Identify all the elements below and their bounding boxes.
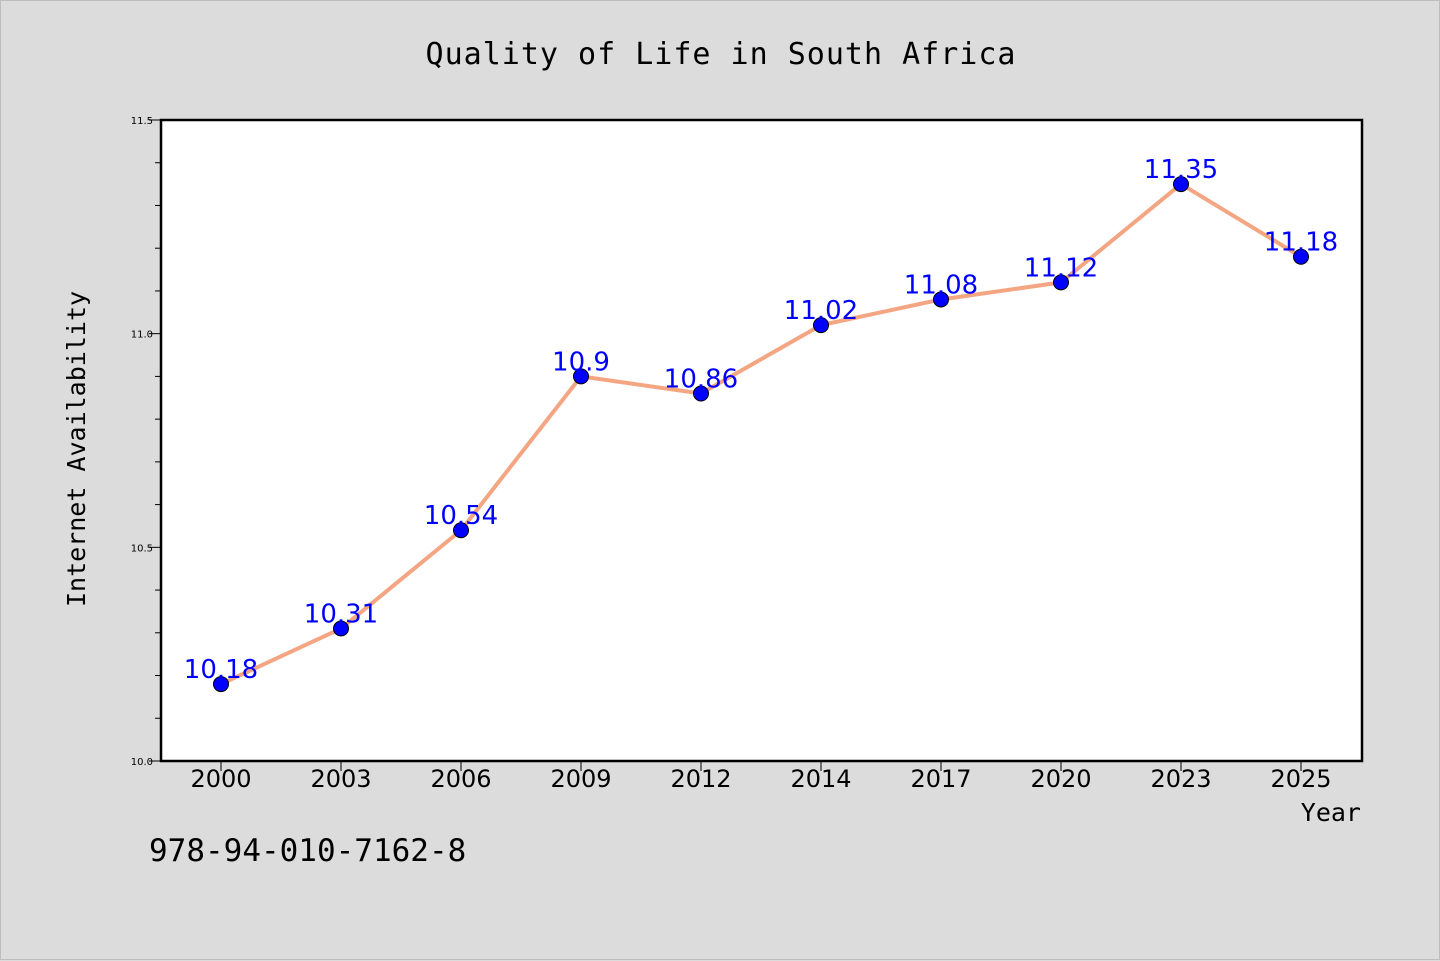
plot-area: [159, 118, 1364, 763]
data-point: [933, 291, 949, 308]
x-tick-label: 2014: [790, 765, 851, 793]
data-label: 11.08: [904, 270, 978, 300]
y-axis-label: Internet Availability: [62, 291, 91, 607]
x-axis: 2000 2003 2006 2009 2012 2014 2017 2020 2023 2025: [190, 761, 1332, 793]
data-label-layer: 10.18 10.31 10.54 10.9 10.86 11.02 11.08 11.12 1…: [184, 155, 1338, 685]
series-line: [219, 182, 1303, 687]
x-tick-label: 2006: [430, 765, 491, 793]
y-tick-label: 10.0: [131, 757, 153, 768]
data-label: 10.54: [424, 501, 498, 531]
data-point: [1053, 274, 1069, 291]
footer-code: 978-94-010-7162-8: [149, 833, 467, 869]
x-tick-label: 2020: [1030, 765, 1091, 793]
data-point: [1173, 176, 1189, 193]
x-tick-label: 2000: [190, 765, 251, 793]
data-label: 10.9: [552, 347, 610, 377]
data-point: [693, 385, 709, 402]
data-point: [333, 620, 349, 637]
y-axis: 10.0 10.5 11.0 11.5: [131, 116, 161, 768]
y-tick-label: 11.5: [131, 116, 153, 127]
x-tick-label: 2012: [670, 765, 731, 793]
x-tick-label: 2017: [910, 765, 971, 793]
data-point: [573, 368, 589, 385]
data-point: [1293, 248, 1309, 265]
x-axis-label: Year: [1301, 798, 1361, 827]
data-point: [813, 317, 829, 334]
y-tick-label: 10.5: [131, 543, 153, 554]
data-label: 11.35: [1144, 155, 1218, 185]
x-tick-label: 2003: [310, 765, 371, 793]
chart-title: Quality of Life in South Africa: [426, 37, 1017, 72]
data-label: 10.86: [664, 364, 738, 394]
x-tick-label: 2009: [550, 765, 611, 793]
data-label: 10.18: [184, 655, 258, 685]
data-point: [213, 676, 229, 693]
data-point: [453, 522, 469, 539]
series-layer: [213, 176, 1309, 693]
data-label: 11.02: [784, 296, 858, 326]
data-label: 10.31: [304, 600, 378, 630]
data-label: 11.12: [1024, 253, 1098, 283]
data-label: 11.18: [1264, 228, 1338, 258]
x-tick-label: 2025: [1270, 765, 1331, 793]
x-tick-label: 2023: [1150, 765, 1211, 793]
y-tick-label: 11.0: [131, 330, 153, 341]
